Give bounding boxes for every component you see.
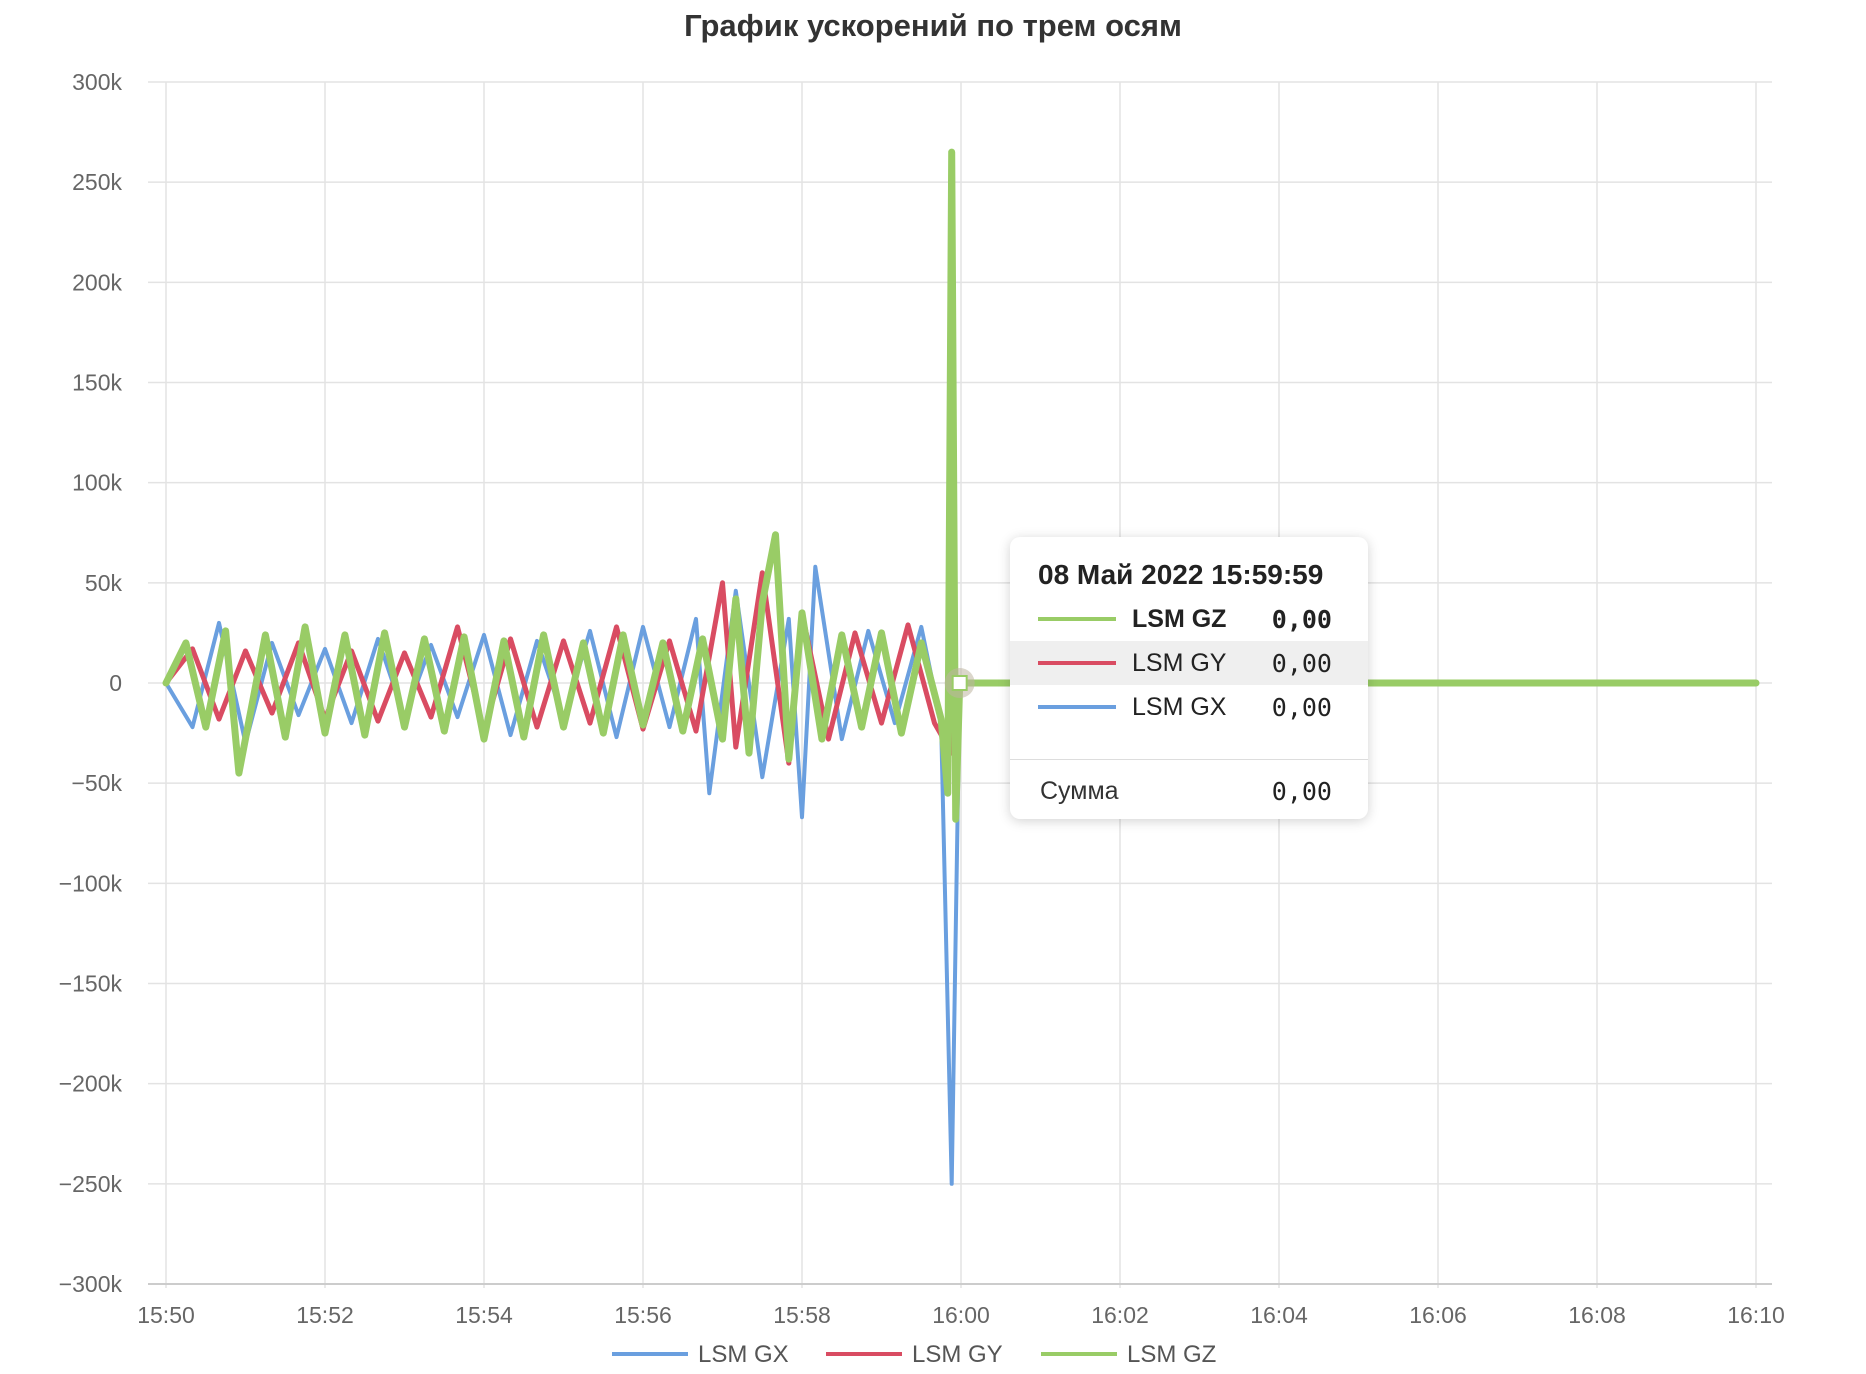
tooltip-swatch-gy <box>1038 661 1116 665</box>
tooltip: 08 Май 2022 15:59:59 LSM GZ 0,00 LSM GY … <box>1010 537 1368 819</box>
x-tick-label: 15:58 <box>773 1302 831 1328</box>
x-axis-ticks: 15:50 15:52 15:54 15:56 15:58 16:00 16:02 16:04… <box>137 1302 1785 1328</box>
y-tick-label: 100k <box>72 470 122 496</box>
y-tick-label: 250k <box>72 169 122 195</box>
x-tick-label: 15:50 <box>137 1302 195 1328</box>
x-tick-label: 16:02 <box>1091 1302 1149 1328</box>
tooltip-total-label: Сумма <box>1040 777 1119 805</box>
hover-point <box>951 675 968 691</box>
x-tick-label: 15:54 <box>455 1302 513 1328</box>
y-tick-label: 50k <box>85 570 123 596</box>
x-tick-label: 16:00 <box>932 1302 990 1328</box>
series-lines <box>162 148 1760 1186</box>
x-tick-label: 16:04 <box>1250 1302 1308 1328</box>
legend-item-lsm-gz[interactable]: LSM GZ <box>1127 1341 1216 1368</box>
tooltip-row-gx: LSM GX 0,00 <box>1010 685 1368 729</box>
y-tick-label: 0 <box>109 670 122 696</box>
x-tick-label: 16:06 <box>1409 1302 1467 1328</box>
y-tick-label: −50k <box>71 770 122 796</box>
legend-item-lsm-gy[interactable]: LSM GY <box>912 1341 1003 1368</box>
tooltip-row-gy: LSM GY 0,00 <box>1010 641 1368 685</box>
tooltip-swatch-gx <box>1038 705 1116 709</box>
tooltip-series-name: LSM GY <box>1132 649 1227 677</box>
tooltip-series-name: LSM GX <box>1132 693 1227 721</box>
tooltip-series-value: 0,00 <box>1271 605 1332 634</box>
x-tick-label: 15:56 <box>614 1302 672 1328</box>
tooltip-series-value: 0,00 <box>1271 693 1332 722</box>
tooltip-row-gz: LSM GZ 0,00 <box>1010 597 1368 641</box>
y-tick-label: 300k <box>72 69 122 95</box>
legend: LSM GX LSM GY LSM GZ <box>612 1341 1216 1368</box>
tooltip-divider <box>1010 759 1368 760</box>
x-tick-label: 16:10 <box>1727 1302 1785 1328</box>
tooltip-date: 08 Май 2022 15:59:59 <box>1038 559 1324 590</box>
legend-item-lsm-gx[interactable]: LSM GX <box>698 1341 789 1368</box>
y-tick-label: −300k <box>59 1271 123 1297</box>
tooltip-swatch-gz <box>1038 617 1116 621</box>
tooltip-total-value: 0,00 <box>1271 777 1332 806</box>
y-tick-label: −200k <box>59 1071 123 1097</box>
tooltip-series-name: LSM GZ <box>1132 605 1227 633</box>
y-axis-ticks: 300k 250k 200k 150k 100k 50k 0 −50k −100k −150k −2… <box>59 69 123 1297</box>
hover-marker <box>944 668 975 698</box>
y-tick-label: −150k <box>59 971 123 997</box>
y-tick-label: −250k <box>59 1171 123 1197</box>
x-tick-label: 16:08 <box>1568 1302 1626 1328</box>
y-tick-label: 200k <box>72 269 122 295</box>
tooltip-series-value: 0,00 <box>1271 649 1332 678</box>
series-line-lsm-gz[interactable] <box>162 148 1760 823</box>
y-tick-label: 150k <box>72 370 122 396</box>
y-tick-label: −100k <box>59 870 123 896</box>
chart-title: График ускорений по трем осям <box>684 8 1182 43</box>
x-tick-label: 15:52 <box>296 1302 354 1328</box>
